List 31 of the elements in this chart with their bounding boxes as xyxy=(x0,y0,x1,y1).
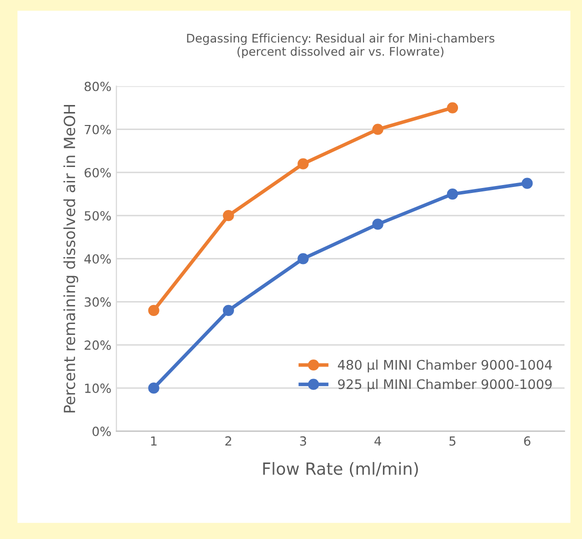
point xyxy=(522,178,533,189)
y-tick-label: 20% xyxy=(84,340,111,350)
y-tick-label: 40% xyxy=(84,254,111,264)
y-tick-label: 30% xyxy=(84,297,111,307)
y-tick-label: 10% xyxy=(85,384,111,394)
x-tick-label: 4 xyxy=(374,436,382,446)
point xyxy=(372,218,384,230)
point xyxy=(446,102,458,114)
point xyxy=(298,158,309,170)
point xyxy=(298,253,309,264)
x-tick-label: 1 xyxy=(151,436,157,446)
point xyxy=(148,382,160,394)
x-tick-label: 5 xyxy=(449,436,456,446)
x-tick-label: 2 xyxy=(225,436,232,446)
x-tick-label: 3 xyxy=(300,436,306,446)
point xyxy=(372,124,384,135)
x-tick-label: 6 xyxy=(524,436,530,446)
y-tick-label: 0% xyxy=(92,426,111,436)
legend-label: 480 µl MINI Chamber 9000-1004 xyxy=(338,360,552,372)
y-tick-label: 50% xyxy=(84,211,111,221)
point xyxy=(222,304,234,316)
y-axis-title: Percent remaining dissolved air in MeOH xyxy=(63,105,78,412)
point xyxy=(148,304,160,316)
point xyxy=(446,188,458,200)
y-tick-label: 80% xyxy=(84,82,111,92)
y-tick-label: 70% xyxy=(84,124,111,134)
chart-title: Degassing Efficiency: Residual air for Mini-chambers (percent dissolved air vs. Flowrate) xyxy=(187,33,494,58)
legend-label: 925 µl MINI Chamber 9000-1009 xyxy=(338,378,552,392)
point xyxy=(222,210,234,222)
x-axis-title: Flow Rate (ml/min) xyxy=(263,462,418,477)
y-tick-label: 60% xyxy=(84,168,111,178)
